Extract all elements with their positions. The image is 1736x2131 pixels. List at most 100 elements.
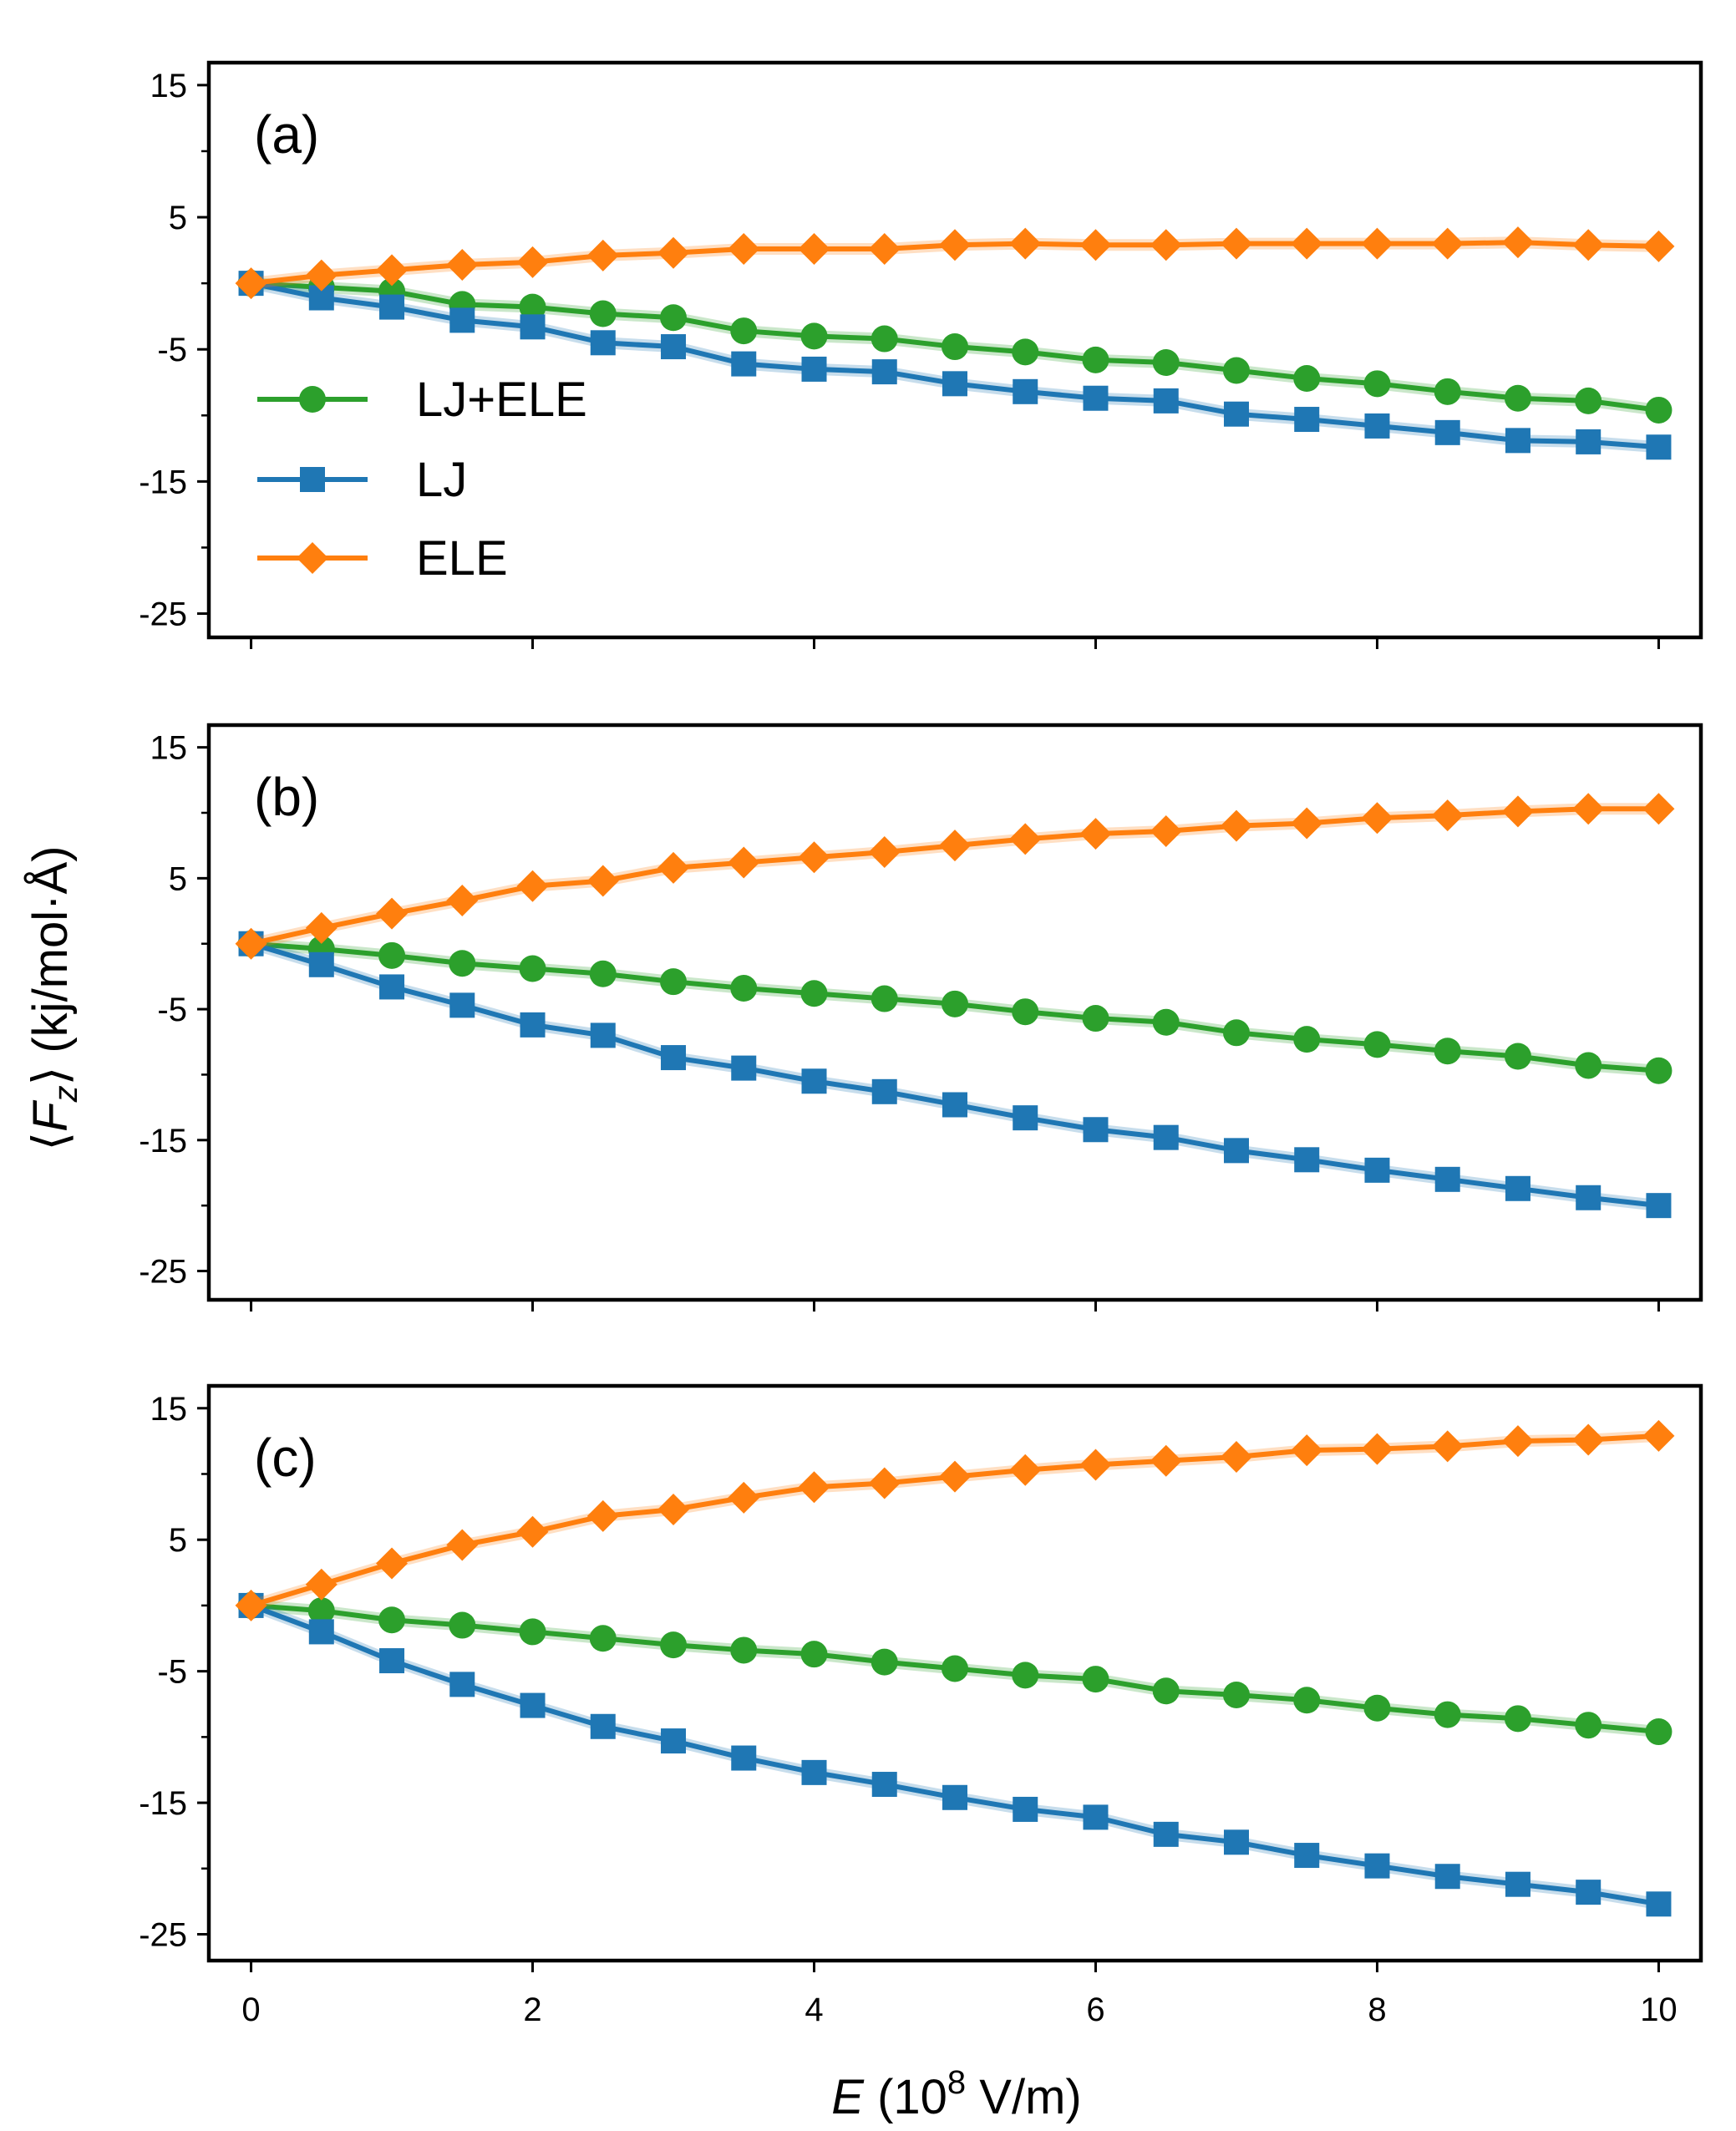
data-point-ele: [446, 1529, 479, 1561]
data-point-lj-ele: [1293, 1026, 1321, 1053]
data-point-lj: [1646, 1891, 1672, 1917]
legend-marker: [300, 467, 325, 492]
data-point-lj-ele: [660, 304, 688, 332]
legend-label: LJ: [416, 453, 467, 507]
data-point-lj: [520, 1692, 546, 1718]
data-point-lj: [1153, 1124, 1179, 1150]
data-point-ele: [1501, 226, 1534, 259]
data-point-lj-ele: [871, 985, 898, 1012]
data-point-lj: [1434, 419, 1460, 445]
data-point-ele: [446, 248, 479, 281]
data-point-ele: [376, 1547, 409, 1580]
data-point-lj: [731, 351, 757, 377]
x-axis-label: E (108 V/m): [831, 2064, 1081, 2124]
data-point-lj: [1364, 1853, 1390, 1879]
y-axis-label: ⟨Fz⟩ (kj/mol·Å): [23, 846, 84, 1151]
panel-label: (c): [254, 1428, 317, 1488]
data-point-lj-ele: [942, 333, 968, 361]
data-point-lj: [871, 359, 897, 385]
data-point-ele: [1431, 799, 1464, 832]
y-label-rest: ⟩ (kj/mol·Å): [23, 846, 78, 1086]
data-point-lj-ele: [519, 293, 546, 321]
data-point-lj: [1364, 1157, 1390, 1183]
y-tick-label: -15: [139, 1123, 187, 1159]
data-point-lj-ele: [1012, 998, 1039, 1026]
data-point-lj-ele: [1645, 396, 1673, 424]
y-tick-label: -5: [157, 1654, 187, 1691]
data-point-lj: [1576, 1880, 1601, 1905]
y-tick-label: -25: [139, 1254, 187, 1291]
data-point-lj-ele: [519, 955, 546, 982]
data-point-lj-ele: [1152, 1677, 1180, 1705]
data-point-lj: [590, 1022, 616, 1048]
y-tick-label: 15: [150, 730, 188, 767]
data-point-ele: [235, 1589, 267, 1621]
data-point-ele: [1431, 1430, 1464, 1463]
data-point-ele: [376, 897, 409, 930]
data-point-ele: [868, 1467, 901, 1499]
data-point-ele: [657, 1493, 690, 1525]
x-tick-label: 6: [1086, 1991, 1104, 2028]
data-point-lj: [942, 371, 967, 397]
data-point-ele: [305, 259, 338, 292]
data-point-lj: [1646, 1193, 1672, 1219]
data-point-lj-ele: [942, 1655, 968, 1682]
data-point-ele: [305, 911, 338, 944]
panel-b: 15 5 -5 -15 -25 (b): [139, 723, 1703, 1312]
data-point-ele: [939, 1460, 971, 1493]
data-point-lj: [449, 992, 475, 1018]
x-label-units: V/m): [966, 2070, 1082, 2124]
data-point-lj: [1576, 1185, 1601, 1210]
plot-frame: [206, 1383, 1703, 1963]
data-point-ele: [868, 233, 901, 266]
data-point-ele: [1501, 795, 1534, 828]
data-point-lj-ele: [1012, 338, 1039, 366]
data-point-ele: [1642, 230, 1675, 262]
y-tick-label: -25: [139, 596, 187, 633]
data-point-lj: [1646, 434, 1672, 460]
data-point-ele: [1220, 227, 1252, 260]
y-tick-label: 15: [150, 1391, 188, 1428]
data-point-ele: [1079, 1449, 1112, 1481]
x-label-exp: 8: [947, 2064, 966, 2101]
data-point-lj-ele: [1645, 1057, 1673, 1084]
data-point-lj-ele: [1575, 1052, 1602, 1079]
data-point-lj: [1013, 1105, 1038, 1131]
data-point-ele: [1642, 1419, 1675, 1452]
data-point-ele: [1361, 227, 1393, 260]
y-tick-label: 15: [150, 68, 188, 104]
data-point-ele: [1501, 1425, 1534, 1458]
data-point-ele: [1220, 1441, 1252, 1474]
legend-item-ele: ELE: [257, 531, 508, 586]
x-label-e: E: [831, 2070, 865, 2124]
data-point-ele: [235, 267, 267, 300]
data-point-lj-ele: [730, 975, 758, 1002]
data-point-lj-ele: [800, 322, 828, 350]
data-point-ele: [1361, 802, 1393, 835]
data-point-lj: [1505, 428, 1530, 454]
data-point-lj: [871, 1772, 897, 1798]
data-point-lj: [1505, 1871, 1530, 1897]
data-point-lj-ele: [1434, 1038, 1461, 1065]
data-point-ele: [1150, 1444, 1182, 1477]
x-label-open: (10: [864, 2070, 947, 2124]
data-point-lj-ele: [1012, 1662, 1039, 1689]
data-point-ele: [798, 1471, 830, 1504]
data-point-lj-ele: [1293, 365, 1321, 393]
data-point-lj: [661, 334, 687, 360]
data-point-lj-ele: [730, 317, 758, 345]
data-point-lj: [1223, 1829, 1249, 1855]
data-point-ele: [1291, 227, 1323, 260]
data-point-lj: [1294, 1147, 1320, 1173]
data-point-ele: [586, 1499, 619, 1532]
data-point-ele: [798, 233, 830, 266]
data-point-ele: [728, 1481, 760, 1514]
data-point-ele: [1572, 1423, 1605, 1456]
data-point-lj: [661, 1728, 687, 1754]
legend-label: ELE: [416, 531, 508, 586]
legend-marker: [297, 542, 328, 574]
data-point-lj-ele: [660, 1631, 688, 1659]
data-point-lj: [871, 1078, 897, 1104]
data-point-ele: [305, 1568, 338, 1601]
